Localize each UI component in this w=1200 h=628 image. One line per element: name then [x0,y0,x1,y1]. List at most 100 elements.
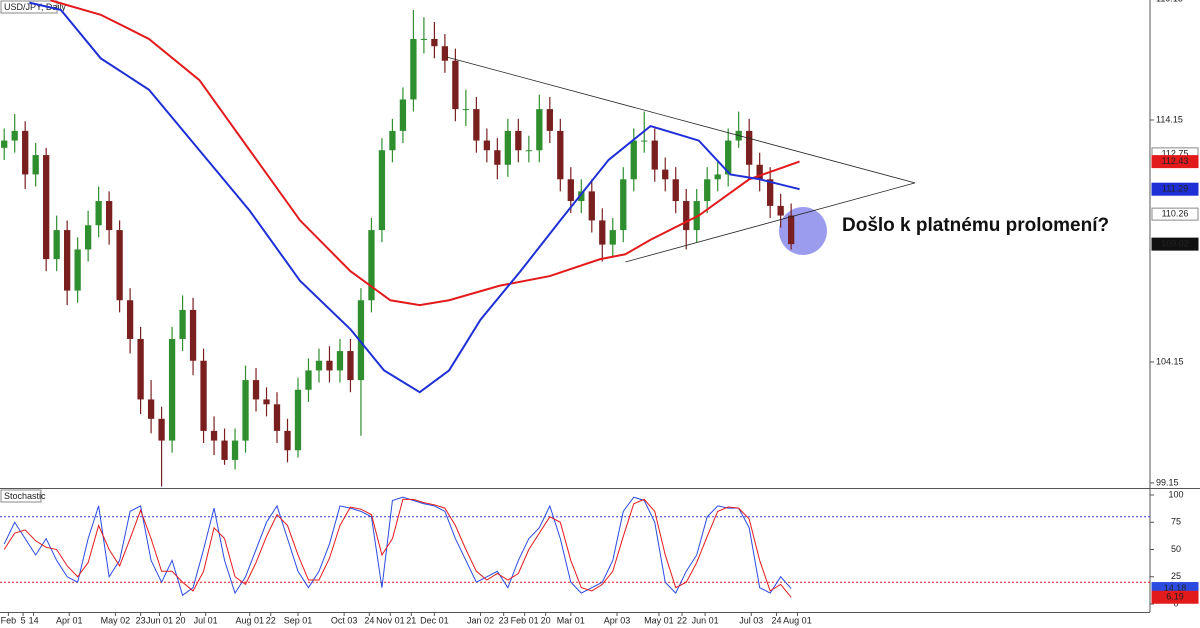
candle-body [420,38,428,40]
price-tag [1151,237,1199,251]
x-tick-label: Mar 01 [557,615,585,625]
candle-body [43,155,50,260]
price-tag [1151,155,1199,169]
x-tick-label: Sep 01 [284,615,313,625]
x-tick-label: 23 [499,615,509,625]
y-tick-label: 50 [1171,544,1181,554]
x-tick-label: 20 [175,615,185,625]
moving-average [29,1,800,394]
price-tag-label: 112.75 [1162,148,1189,158]
x-tick-label: May 02 [101,615,131,625]
candle-body [263,399,270,405]
candle-body [452,60,459,110]
y-tick-label: 99.15 [1156,477,1179,487]
candle-body [326,360,333,371]
indicator-box [0,489,42,503]
candle-body [557,130,564,180]
x-tick-label: 22 [266,615,276,625]
candle-body [725,140,732,175]
x-tick-label: Aug 01 [235,615,264,625]
candle-body [641,140,648,142]
title-box [0,0,58,14]
x-tick-label: Jul 03 [739,615,763,625]
candle-body [609,230,616,245]
y-tick-label: 119.15 [1156,0,1183,3]
candle-body [494,150,501,165]
candle-body [536,109,543,151]
candle-body [74,249,81,291]
candle-body [410,38,417,100]
x-tick-label: 14 [29,615,39,625]
candle-body [399,99,407,131]
y-tick-label: 114.15 [1156,114,1183,124]
candle-body [483,140,491,151]
candle-body [504,130,511,165]
highlight-circle [779,207,827,255]
x-tick-label: Jun 01 [692,615,719,625]
candle-body [431,38,438,47]
candle-body [179,309,186,339]
chart-title: USD/JPY, Daily [4,2,66,12]
candle-body [231,440,239,460]
candle-body [273,404,281,431]
candle-body [777,205,784,216]
candle-body [315,360,323,371]
x-tick-label: Jan 02 [467,615,494,625]
candle-body [252,380,260,400]
candle-body [22,130,29,175]
stochastic-line [3,496,792,597]
candle-body [630,140,637,180]
x-tick-label: Aug 01 [783,615,812,625]
candle-body [210,430,218,441]
candle-body [1,140,8,148]
price-tag [1151,207,1199,221]
candle-body [294,389,302,451]
x-tick-label: Jul 01 [194,615,218,625]
candle-body [200,360,207,431]
candle-body [767,179,774,206]
x-tick-label: 20 [541,615,551,625]
moving-average [50,0,800,307]
candle-body [389,130,396,151]
candle-body [137,338,144,400]
price-tag [1151,182,1199,196]
y-tick-label: 104.15 [1156,356,1184,366]
price-tag-label: 109.02 [1161,238,1189,248]
candle-body [53,230,60,260]
candle-body [672,179,679,202]
price-tag [1151,590,1199,604]
candle-body [11,130,18,141]
candle-body [788,215,795,245]
y-tick-label: 100 [1168,489,1183,499]
candle-body [683,201,690,231]
candle-body [347,351,354,381]
x-tick-label: Dec 01 [420,615,449,625]
candle-body [84,225,92,250]
price-tag-label: 110.26 [1162,208,1189,218]
x-tick-label: 5 [21,615,26,625]
candle-body [756,164,763,180]
price-tag-label: 6.19 [1166,592,1184,602]
candle-body [515,130,522,151]
indicator-title: Stochastic [4,491,46,501]
candle-body [746,130,753,165]
candle-body [567,179,574,202]
annotation: Došlo k platnému prolomení? [842,215,1109,236]
candle-body [95,201,102,226]
candle-body [126,300,134,339]
candle-body [651,140,658,170]
candle-body [64,230,71,291]
candle-body [704,179,711,202]
candle-body [378,150,386,231]
candle-body [336,351,344,371]
price-tag-label: 111.29 [1162,184,1188,194]
x-tick-label: Nov 01 [376,615,405,625]
x-tick-label: Apr 03 [604,615,631,625]
x-tick-label: 24 [771,615,781,625]
x-tick-label: 24 [364,615,374,625]
candle-body [578,191,585,202]
y-tick-label: 25 [1171,571,1181,581]
x-tick-label: 23 [136,615,146,625]
